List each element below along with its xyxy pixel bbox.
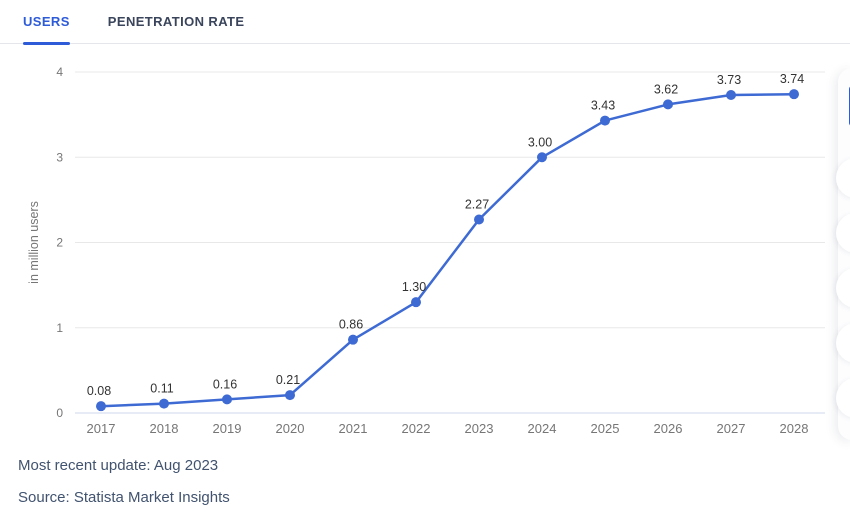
x-tick-label: 2026 bbox=[654, 421, 683, 436]
data-point[interactable] bbox=[789, 89, 799, 100]
y-tick-label: 0 bbox=[56, 406, 63, 420]
data-label: 0.21 bbox=[276, 373, 300, 387]
y-axis-title: in million users bbox=[27, 201, 41, 284]
y-tick-label: 3 bbox=[56, 150, 63, 164]
x-tick-label: 2017 bbox=[87, 421, 116, 436]
x-tick-label: 2022 bbox=[402, 421, 431, 436]
data-point[interactable] bbox=[474, 214, 484, 225]
data-label: 2.27 bbox=[465, 197, 489, 211]
data-point[interactable] bbox=[96, 401, 106, 412]
data-label: 0.86 bbox=[339, 318, 363, 332]
data-label: 3.73 bbox=[717, 73, 741, 87]
x-tick-label: 2018 bbox=[150, 421, 179, 436]
x-tick-label: 2024 bbox=[528, 421, 557, 436]
side-toolbar-button[interactable] bbox=[836, 268, 850, 308]
data-label: 0.16 bbox=[213, 377, 237, 391]
x-tick-label: 2023 bbox=[465, 421, 494, 436]
chart-canvas: 0 1 2 3 4 in million users 2017 2018 2019 2020 202… bbox=[27, 65, 825, 436]
tab-bar: USERS PENETRATION RATE bbox=[0, 0, 850, 45]
y-tick-label: 2 bbox=[56, 236, 63, 250]
x-tick-label: 2027 bbox=[717, 421, 746, 436]
tab-penetration-rate[interactable]: PENETRATION RATE bbox=[108, 0, 245, 44]
data-point[interactable] bbox=[222, 394, 232, 405]
data-point[interactable] bbox=[411, 297, 421, 308]
x-tick-label: 2028 bbox=[780, 421, 809, 436]
users-line-chart: 0 1 2 3 4 in million users 2017 2018 2019 2020 202… bbox=[0, 45, 850, 445]
y-tick-label: 1 bbox=[56, 321, 63, 335]
side-toolbar-button[interactable] bbox=[836, 378, 850, 418]
most-recent-update: Most recent update: Aug 2023 bbox=[18, 457, 219, 474]
side-toolbar-button[interactable] bbox=[836, 158, 850, 198]
side-toolbar-button[interactable] bbox=[836, 323, 850, 363]
data-point[interactable] bbox=[159, 398, 169, 409]
tab-users[interactable]: USERS bbox=[23, 0, 70, 45]
source-note: Source: Statista Market Insights bbox=[18, 489, 230, 506]
data-label: 1.30 bbox=[402, 280, 426, 294]
x-tick-label: 2025 bbox=[591, 421, 620, 436]
x-tick-label: 2019 bbox=[213, 421, 242, 436]
x-tick-label: 2021 bbox=[339, 421, 368, 436]
tab-users-label: USERS bbox=[23, 14, 70, 29]
series-line bbox=[99, 92, 796, 408]
side-toolbar[interactable] bbox=[836, 68, 850, 440]
data-label: 3.74 bbox=[780, 72, 804, 86]
chart-footer: Most recent update: Aug 2023 Source: Sta… bbox=[18, 458, 230, 518]
data-point[interactable] bbox=[285, 390, 295, 401]
data-label: 3.62 bbox=[654, 82, 678, 96]
data-label: 3.00 bbox=[528, 135, 552, 149]
x-tick-label: 2020 bbox=[276, 421, 305, 436]
y-tick-label: 4 bbox=[56, 65, 63, 79]
data-label: 0.11 bbox=[150, 382, 173, 396]
data-label: 3.43 bbox=[591, 99, 615, 113]
data-label: 0.08 bbox=[87, 384, 111, 398]
data-point[interactable] bbox=[600, 115, 610, 126]
data-point[interactable] bbox=[663, 99, 673, 110]
data-point[interactable] bbox=[348, 334, 358, 345]
side-toolbar-button[interactable] bbox=[836, 213, 850, 253]
data-point[interactable] bbox=[726, 90, 736, 101]
tab-penetration-rate-label: PENETRATION RATE bbox=[107, 14, 245, 29]
data-point[interactable] bbox=[537, 152, 547, 163]
